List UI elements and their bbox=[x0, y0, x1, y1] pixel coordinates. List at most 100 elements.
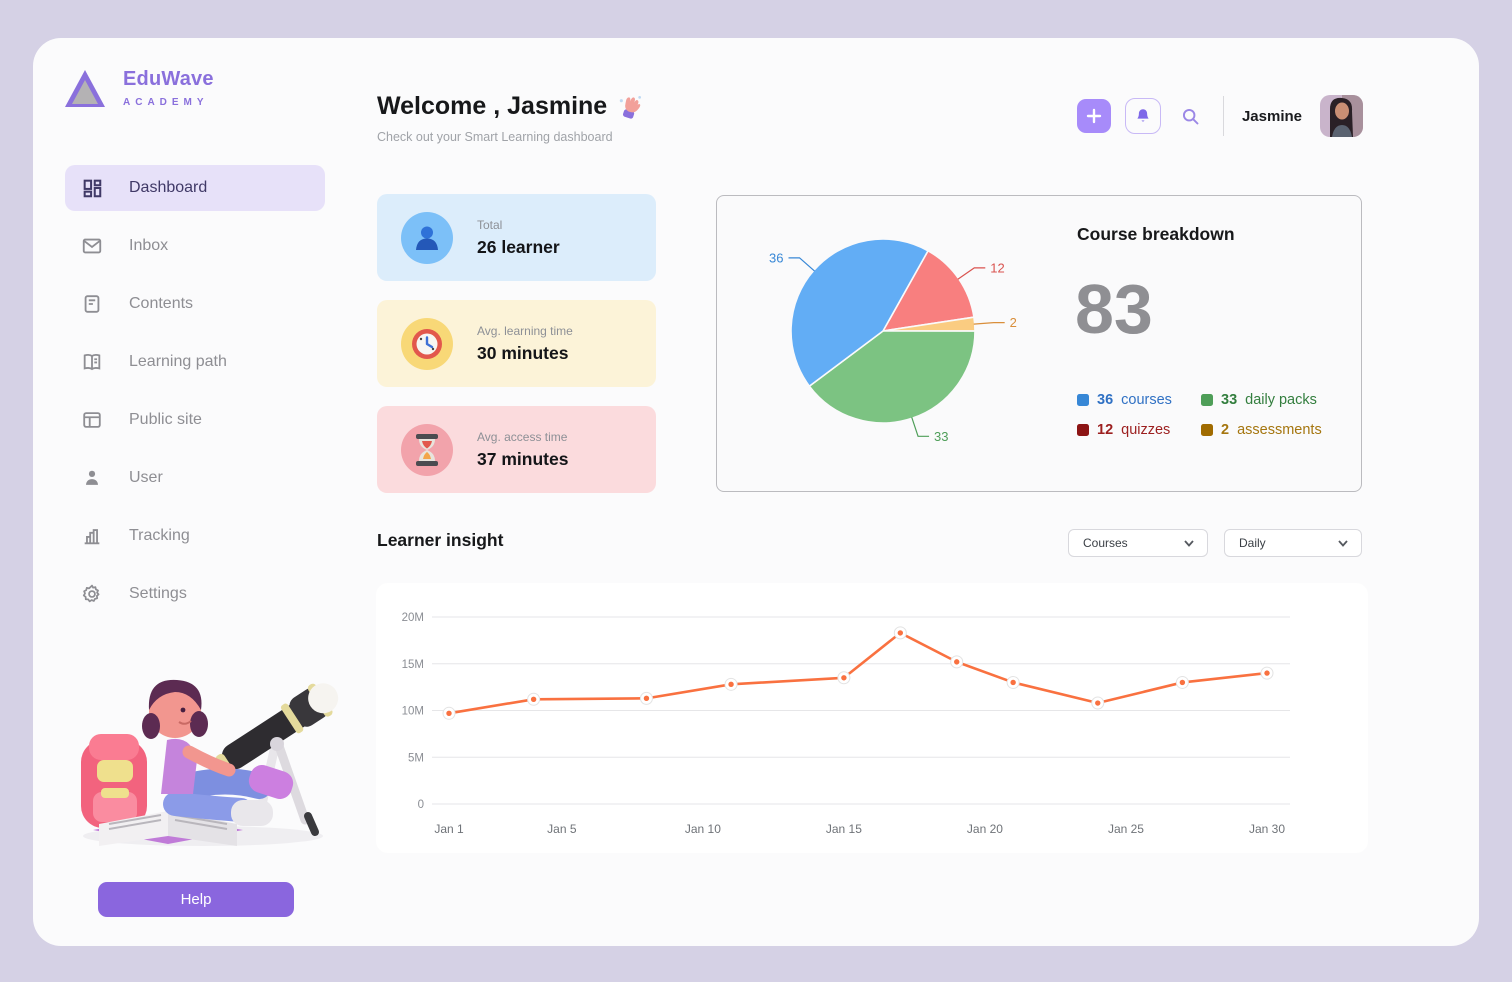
filter-value: Daily bbox=[1239, 536, 1266, 550]
svg-text:12: 12 bbox=[990, 260, 1004, 275]
legend-item-daily-packs: 33 daily packs bbox=[1201, 392, 1322, 408]
brand-subtitle: ACADEMY bbox=[123, 97, 209, 108]
sidebar-item-label: User bbox=[129, 469, 163, 486]
legend-swatch bbox=[1077, 394, 1089, 406]
girl bbox=[142, 679, 294, 826]
search-icon bbox=[1183, 108, 1199, 124]
stat-card-avg-learning-time: Avg. learning time 30 minutes bbox=[377, 300, 656, 387]
inbox-icon bbox=[82, 238, 102, 254]
svg-text:10M: 10M bbox=[402, 706, 424, 718]
svg-text:Jan 1: Jan 1 bbox=[434, 822, 464, 836]
brand-name: EduWave bbox=[123, 68, 214, 90]
stat-card-total-learners: Total 26 learner bbox=[377, 194, 656, 281]
girl-telescope-illustration bbox=[81, 679, 339, 846]
legend-label: quizzes bbox=[1121, 422, 1171, 438]
course-breakdown-pie-chart: 12 2 33 36 bbox=[769, 238, 1017, 444]
sidebar-item-contents[interactable]: Contents bbox=[65, 281, 325, 327]
legend-item-assessments: 2 assessments bbox=[1201, 422, 1322, 438]
add-button[interactable] bbox=[1076, 99, 1111, 133]
public-site-icon bbox=[83, 412, 101, 428]
sidebar-item-label: Inbox bbox=[129, 237, 169, 254]
learner-insight-chart-card: 0 5M 10M 15M 20M Jan 1 Jan 5 Jan 10 Jan 15 Jan 20… bbox=[376, 583, 1368, 853]
sidebar-item-learning-path[interactable]: Learning path bbox=[65, 339, 325, 385]
topbar: Jasmine bbox=[1076, 95, 1363, 137]
stat-card-avg-access-time: Avg. access time 37 minutes bbox=[377, 406, 656, 493]
course-breakdown-legend: 36 courses 33 daily packs 12 quizzes 2 a… bbox=[1077, 392, 1322, 438]
legend-count: 12 bbox=[1097, 422, 1114, 438]
sidebar-nav: Dashboard Inbox Contents Learning path bbox=[65, 165, 325, 617]
sidebar-item-dashboard[interactable]: Dashboard bbox=[65, 165, 325, 211]
chevron-down-icon bbox=[1338, 540, 1348, 547]
page-subtitle: Check out your Smart Learning dashboard bbox=[377, 130, 613, 144]
help-button[interactable]: Help bbox=[98, 882, 294, 917]
clock-icon bbox=[401, 317, 453, 370]
stat-value: 37 minutes bbox=[477, 448, 569, 469]
avatar-photo bbox=[1320, 95, 1363, 137]
sidebar-item-settings[interactable]: Settings bbox=[65, 571, 325, 617]
learner-insight-title: Learner insight bbox=[377, 530, 504, 550]
svg-text:Jan 5: Jan 5 bbox=[547, 822, 577, 836]
search-button[interactable] bbox=[1173, 98, 1209, 134]
legend-swatch bbox=[1201, 424, 1213, 436]
user-name: Jasmine bbox=[1241, 107, 1302, 125]
book bbox=[93, 811, 243, 846]
course-breakdown-card: 12 2 33 36 Course breakdown 83 36 courses 3… bbox=[716, 195, 1362, 492]
svg-text:2: 2 bbox=[1010, 315, 1017, 330]
sidebar-item-public-site[interactable]: Public site bbox=[65, 397, 325, 443]
svg-text:Jan 30: Jan 30 bbox=[1249, 822, 1285, 836]
app-window: EduWave ACADEMY Dashboard Inbox Contents bbox=[33, 38, 1479, 946]
svg-text:Jan 20: Jan 20 bbox=[967, 822, 1003, 836]
sidebar-item-label: Contents bbox=[129, 295, 194, 312]
svg-text:36: 36 bbox=[769, 250, 783, 265]
svg-text:33: 33 bbox=[934, 429, 948, 444]
legend-label: daily packs bbox=[1245, 392, 1317, 408]
svg-text:5M: 5M bbox=[408, 752, 424, 764]
course-breakdown-total: 83 bbox=[1075, 270, 1153, 348]
sidebar-item-label: Tracking bbox=[129, 527, 190, 544]
brand-logo: EduWave ACADEMY bbox=[65, 68, 214, 108]
tracking-icon bbox=[84, 529, 100, 545]
settings-icon bbox=[82, 584, 100, 603]
plus-icon bbox=[1086, 108, 1102, 124]
bell-icon bbox=[1137, 109, 1149, 122]
legend-count: 36 bbox=[1097, 392, 1114, 408]
svg-text:Jan 10: Jan 10 bbox=[685, 822, 721, 836]
legend-item-courses: 36 courses bbox=[1077, 392, 1201, 408]
notifications-button[interactable] bbox=[1124, 98, 1161, 134]
learners-icon bbox=[401, 211, 453, 264]
legend-label: assessments bbox=[1237, 422, 1322, 438]
stat-label: Avg. learning time bbox=[477, 323, 573, 338]
stat-value: 30 minutes bbox=[477, 342, 569, 363]
svg-text:Jan 15: Jan 15 bbox=[826, 822, 862, 836]
filter-value: Courses bbox=[1083, 536, 1128, 550]
stat-value: 26 learner bbox=[477, 236, 560, 257]
sidebar-item-inbox[interactable]: Inbox bbox=[65, 223, 325, 269]
daily-filter-dropdown[interactable]: Daily bbox=[1224, 529, 1362, 557]
user-icon bbox=[86, 470, 98, 485]
sidebar-item-user[interactable]: User bbox=[65, 455, 325, 501]
legend-item-quizzes: 12 quizzes bbox=[1077, 422, 1201, 438]
welcome-text: Welcome , Jasmine bbox=[377, 92, 608, 120]
dashboard-icon bbox=[83, 179, 102, 198]
stat-label: Avg. access time bbox=[477, 429, 568, 444]
course-breakdown-title: Course breakdown bbox=[1077, 224, 1235, 244]
sidebar-item-label: Learning path bbox=[129, 353, 227, 370]
learner-insight-line-chart: 0 5M 10M 15M 20M Jan 1 Jan 5 Jan 10 Jan 15 Jan 20… bbox=[402, 612, 1290, 836]
contents-icon bbox=[84, 295, 100, 313]
courses-filter-dropdown[interactable]: Courses bbox=[1068, 529, 1208, 557]
sidebar-item-label: Settings bbox=[129, 585, 187, 602]
hourglass-icon bbox=[401, 423, 453, 476]
svg-text:0: 0 bbox=[418, 799, 424, 811]
telescope bbox=[215, 683, 339, 836]
logo-triangle-icon bbox=[65, 69, 105, 107]
sidebar-item-tracking[interactable]: Tracking bbox=[65, 513, 325, 559]
chevron-down-icon bbox=[1184, 540, 1194, 547]
backpack bbox=[81, 734, 147, 828]
svg-text:15M: 15M bbox=[402, 659, 424, 671]
legend-label: courses bbox=[1121, 392, 1172, 408]
svg-text:20M: 20M bbox=[402, 612, 424, 624]
legend-swatch bbox=[1077, 424, 1089, 436]
stat-label: Total bbox=[477, 217, 503, 232]
sidebar-item-label: Public site bbox=[129, 411, 202, 428]
avatar[interactable] bbox=[1320, 95, 1363, 137]
